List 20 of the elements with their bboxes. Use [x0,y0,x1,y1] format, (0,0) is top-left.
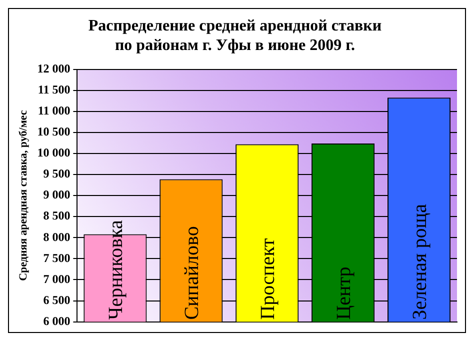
y-tick-label: 10 000 [37,146,70,160]
y-tick-label: 12 000 [37,61,70,76]
y-tick-label: 11 000 [38,104,70,118]
y-tick-label: 11 500 [38,82,70,97]
y-tick-label: 10 500 [37,124,70,139]
y-tick-label: 6 000 [43,314,70,328]
y-tick-label: 8 000 [43,230,70,244]
chart-title: Распределение средней арендной ставки по районам г. Уфы в июне 2009 г. [88,18,382,54]
y-tick-label: 7 500 [43,250,70,265]
x-tick-label: Сипайлово [181,226,204,320]
y-tick-label: 9 500 [43,166,70,181]
y-axis-title: Средняя арендная ставка, руб/мес [17,110,30,281]
x-tick-label: Центр [333,266,356,320]
y-tick-label: 6 500 [43,292,70,307]
y-tick-label: 9 000 [43,188,70,202]
x-tick-label: Зеленая роща [409,204,432,320]
y-tick-label: 7 000 [43,272,70,286]
y-tick-label: 8 500 [43,208,70,223]
x-tick-label: Проспект [257,238,280,320]
x-tick-label: Черниковка [105,220,128,320]
